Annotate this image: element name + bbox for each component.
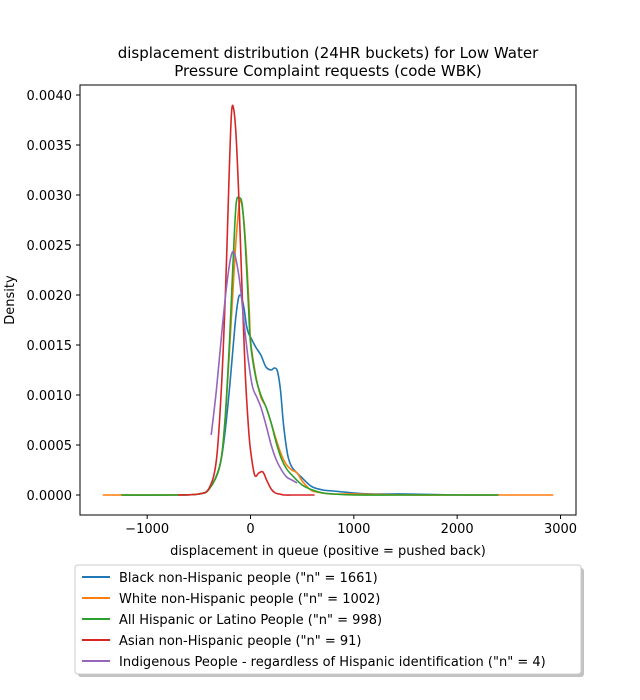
x-tick-label: 0 — [246, 522, 254, 537]
legend-label: Black non-Hispanic people ("n" = 1661) — [119, 571, 378, 586]
y-tick-label: 0.0020 — [27, 289, 73, 304]
plot-frame — [79, 84, 577, 516]
series-line-3 — [121, 196, 499, 496]
y-tick-label: 0.0035 — [27, 139, 73, 154]
series-line-5 — [210, 250, 298, 484]
x-axis: −1000 0 1000 2000 3000 — [125, 515, 577, 537]
chart-title-line2: Pressure Complaint requests (code WBK) — [174, 62, 482, 80]
series-line-1 — [121, 294, 499, 496]
legend-items: Black non-Hispanic people ("n" = 1661) Wh… — [82, 571, 546, 670]
series-line-4 — [178, 104, 315, 496]
y-tick-label: 0.0005 — [27, 439, 73, 454]
y-tick-label: 0.0040 — [27, 89, 73, 104]
x-tick-label: 1000 — [337, 522, 370, 537]
series-layer — [102, 104, 554, 496]
x-tick-label: −1000 — [125, 522, 169, 537]
legend-label: All Hispanic or Latino People ("n" = 998… — [119, 613, 382, 628]
y-tick-label: 0.0025 — [27, 239, 73, 254]
legend-label: White non-Hispanic people ("n" = 1002) — [119, 592, 380, 607]
x-tick-label: 2000 — [441, 522, 474, 537]
y-axis-label: Density — [3, 275, 18, 325]
legend-label: Indigenous People - regardless of Hispan… — [119, 655, 546, 670]
legend: Black non-Hispanic people ("n" = 1661) Wh… — [74, 564, 584, 677]
chart-title-line1: displacement distribution (24HR buckets)… — [118, 44, 539, 62]
y-tick-label: 0.0030 — [27, 189, 73, 204]
y-tick-label: 0.0000 — [27, 489, 73, 504]
y-axis: 0.0000 0.0005 0.0010 0.0015 0.0020 0.0025 0.00… — [27, 89, 80, 504]
legend-box — [74, 564, 582, 675]
y-tick-label: 0.0015 — [27, 339, 73, 354]
legend-label: Asian non-Hispanic people ("n" = 91) — [119, 634, 362, 649]
y-tick-label: 0.0010 — [27, 389, 73, 404]
x-tick-label: 3000 — [544, 522, 577, 537]
series-line-2 — [102, 199, 554, 496]
x-axis-label: displacement in queue (positive = pushed… — [170, 544, 486, 559]
